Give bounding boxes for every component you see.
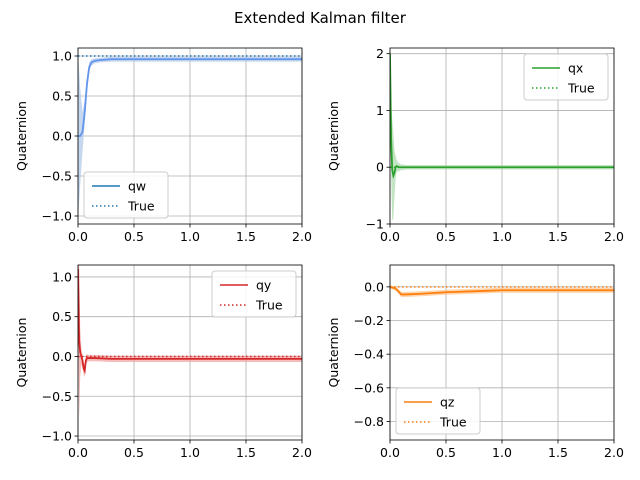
y-tick-label: 0 [376, 160, 384, 175]
x-tick-label: 2.0 [604, 229, 624, 244]
y-tick-label: 2 [376, 46, 384, 61]
y-axis-label: Quaternion [14, 318, 29, 388]
subplot-3: 0.0 0.5 1.0 1.5 2.0 −1.0 −0.5 0.0 0.5 1.0 Quaterni… [14, 264, 312, 460]
x-tick-label: 2.0 [604, 445, 624, 460]
legend: qz True [395, 387, 481, 435]
y-axis-label: Quaternion [326, 101, 341, 171]
legend: qx True [523, 53, 609, 101]
y-tick-label: 0.5 [52, 309, 72, 324]
y-tick-label: −0.8 [354, 414, 384, 429]
legend-box [211, 270, 297, 318]
x-tick-label: 2.0 [292, 445, 312, 460]
y-tick-label: −1 [366, 217, 384, 232]
y-tick-label: −0.2 [354, 313, 384, 328]
qz-line [390, 286, 614, 296]
legend-box [395, 387, 481, 435]
x-tick-label: 0.5 [436, 229, 456, 244]
x-tick-label: 1.0 [180, 229, 200, 244]
x-tick-label: 1.5 [236, 445, 256, 460]
subplot-4: 0.0 0.5 1.0 1.5 2.0 −0.8 −0.6 −0.4 −0.2 0.0 Quater… [326, 264, 624, 460]
legend-label: qz [440, 395, 455, 410]
qy-line [78, 268, 302, 375]
legend-label: True [567, 81, 595, 96]
figure-title: Extended Kalman filter [234, 9, 407, 27]
x-tick-label: 1.0 [180, 445, 200, 460]
y-tick-label: 0.0 [364, 279, 384, 294]
x-tick-label: 1.5 [548, 229, 568, 244]
x-tick-label: 0.0 [68, 445, 88, 460]
y-tick-label: −0.6 [354, 380, 384, 395]
qw-line [78, 58, 302, 137]
y-tick-label: −0.4 [354, 347, 384, 362]
legend: qw True [83, 171, 169, 219]
x-tick-label: 1.0 [492, 229, 512, 244]
x-tick-label: 1.5 [236, 229, 256, 244]
legend-label: True [439, 415, 467, 430]
y-tick-label: 1 [376, 103, 384, 118]
x-tick-label: 0.0 [68, 229, 88, 244]
qx-line [390, 53, 614, 179]
legend-label: True [255, 298, 283, 313]
y-tick-label: 0.5 [52, 89, 72, 104]
y-axis-label: Quaternion [326, 318, 341, 388]
x-tick-label: 1.0 [492, 445, 512, 460]
subplot-1: 0.0 0.5 1.0 1.5 2.0 −1.0 −0.5 0.0 0.5 1.0 Quaterni… [14, 47, 312, 244]
y-tick-label: 0.0 [52, 129, 72, 144]
x-tick-label: 0.5 [124, 229, 144, 244]
x-tick-label: 0.5 [124, 445, 144, 460]
x-tick-label: 1.5 [548, 445, 568, 460]
y-tick-label: 1.0 [52, 49, 72, 64]
x-tick-label: 0.5 [436, 445, 456, 460]
x-tick-label: 0.0 [380, 229, 400, 244]
y-axis-label: Quaternion [14, 101, 29, 171]
legend-label: True [127, 199, 155, 214]
y-tick-label: −0.5 [42, 169, 72, 184]
y-tick-label: 1.0 [52, 269, 72, 284]
y-tick-label: −0.5 [42, 389, 72, 404]
legend-label: qx [568, 61, 583, 76]
legend-box [523, 53, 609, 101]
legend-label: qw [128, 179, 146, 194]
subplot-2: 0.0 0.5 1.0 1.5 2.0 −1 0 1 2 Quaternion qx True [326, 46, 624, 244]
legend-box [83, 171, 169, 219]
x-tick-label: 2.0 [292, 229, 312, 244]
legend-label: qy [256, 278, 272, 293]
y-tick-label: −1.0 [42, 429, 72, 444]
y-tick-label: 0.0 [52, 349, 72, 364]
y-tick-label: −1.0 [42, 209, 72, 224]
x-tick-label: 0.0 [380, 445, 400, 460]
legend: qy True [211, 270, 297, 318]
